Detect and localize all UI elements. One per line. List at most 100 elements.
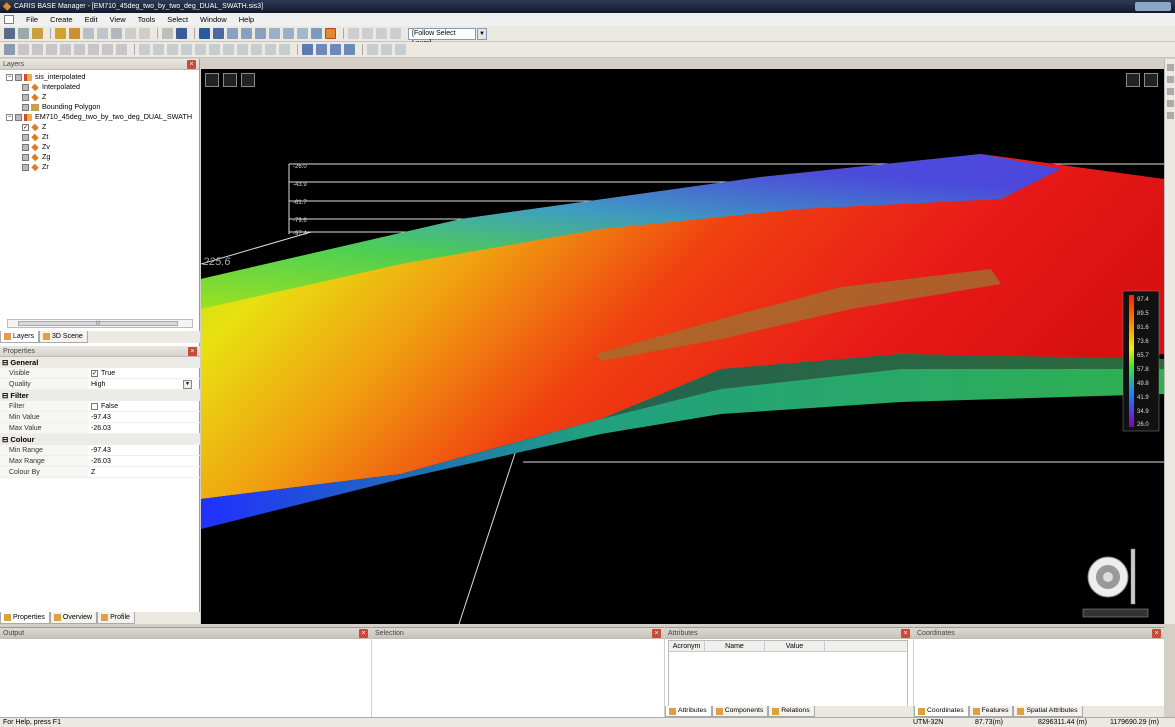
property-row[interactable]: Min Range -97.43 <box>0 445 200 456</box>
profile-icon[interactable] <box>223 44 234 55</box>
refresh-icon[interactable] <box>213 28 224 39</box>
tab-spatial-attributes[interactable]: Spatial Attributes <box>1013 706 1083 717</box>
zoom-out-icon[interactable] <box>255 28 266 39</box>
tab-overview[interactable]: Overview <box>49 612 98 624</box>
window-controls[interactable] <box>1135 2 1171 11</box>
forward-icon[interactable] <box>283 28 294 39</box>
layer-visibility-checkbox[interactable] <box>15 73 22 81</box>
layer-visibility-checkbox[interactable] <box>22 133 29 141</box>
menu-select[interactable]: Select <box>167 15 189 24</box>
scrollbar-thumb[interactable]: III <box>18 321 178 327</box>
difference-icon[interactable] <box>181 44 192 55</box>
properties-icon[interactable] <box>176 28 187 39</box>
tab-3d-scene[interactable]: 3D Scene <box>39 331 88 343</box>
tab-profile[interactable]: Profile <box>97 612 135 624</box>
info-icon[interactable] <box>367 44 378 55</box>
layer-tree-item[interactable]: Interpolated <box>0 82 200 92</box>
property-row[interactable]: Quality High ▼ <box>0 379 200 390</box>
bathymetry-surface[interactable]: -26.0 -43.9 -61.7 -79.6 -97.4 225.6 97.4… <box>201 69 1164 624</box>
column-header[interactable]: Value <box>765 641 825 651</box>
open-folder-icon[interactable] <box>55 28 66 39</box>
property-row[interactable]: Min Value -97.43 <box>0 412 200 423</box>
property-category[interactable]: ⊟ Colour <box>0 434 200 445</box>
north-arrow-icon[interactable] <box>1126 73 1140 87</box>
property-category[interactable]: ⊟ General <box>0 357 200 368</box>
search-icon[interactable] <box>395 44 406 55</box>
property-checkbox[interactable] <box>91 402 98 410</box>
menu-help[interactable]: Help <box>238 15 255 24</box>
tool-icon[interactable] <box>1167 100 1174 107</box>
zoom-in-icon[interactable] <box>241 28 252 39</box>
property-value[interactable]: -97.43 <box>88 412 200 422</box>
chart-icon[interactable] <box>344 44 355 55</box>
tab-attributes[interactable]: Attributes <box>665 706 712 717</box>
property-row[interactable]: Filter False <box>0 401 200 412</box>
add-folder-icon[interactable] <box>69 28 80 39</box>
pan-icon[interactable] <box>297 28 308 39</box>
property-value[interactable]: High <box>88 379 200 389</box>
redo-icon[interactable] <box>139 28 150 39</box>
close-icon[interactable]: × <box>1152 629 1161 638</box>
column-header[interactable]: Acronym <box>669 641 705 651</box>
pin-icon[interactable] <box>1167 64 1174 71</box>
tab-coordinates[interactable]: Coordinates <box>914 706 969 717</box>
tab-components[interactable]: Components <box>711 706 769 717</box>
tab-features[interactable]: Features <box>968 706 1014 717</box>
open-icon[interactable] <box>18 28 29 39</box>
layer-visibility-checkbox[interactable] <box>22 103 29 111</box>
layer-visibility-checkbox[interactable]: ✓ <box>22 123 29 131</box>
save-icon[interactable] <box>83 28 94 39</box>
edit-vertex-icon[interactable] <box>60 44 71 55</box>
tab-properties[interactable]: Properties <box>0 612 50 624</box>
layer-icon[interactable] <box>302 44 313 55</box>
table-icon[interactable] <box>316 44 327 55</box>
property-checkbox[interactable]: ✓ <box>91 369 98 377</box>
merge-icon[interactable] <box>116 44 127 55</box>
close-icon[interactable]: × <box>187 60 196 69</box>
draw-area-icon[interactable] <box>32 44 43 55</box>
layer-tree-item[interactable]: Zt <box>0 132 200 142</box>
cut-icon[interactable] <box>162 28 173 39</box>
move-icon[interactable] <box>74 44 85 55</box>
tab-layers[interactable]: Layers <box>0 331 40 343</box>
layer-visibility-checkbox[interactable] <box>22 93 29 101</box>
close-icon[interactable]: × <box>901 629 910 638</box>
new-icon[interactable] <box>4 28 15 39</box>
chevron-down-icon[interactable]: ▼ <box>477 27 487 40</box>
property-row[interactable]: Colour By Z <box>0 467 200 478</box>
export-icon[interactable] <box>279 44 290 55</box>
layer-visibility-checkbox[interactable] <box>22 153 29 161</box>
property-row[interactable]: Max Value -26.03 <box>0 423 200 434</box>
layer-tree-item[interactable]: − EM710_45deg_two_by_two_deg_DUAL_SWATH <box>0 112 200 122</box>
property-value[interactable]: Z <box>88 467 200 477</box>
expand-collapse-icon[interactable]: − <box>6 113 13 121</box>
layer-tree-item[interactable]: Z <box>0 92 200 102</box>
3d-scene-view[interactable]: -26.0 -43.9 -61.7 -79.6 -97.4 225.6 97.4… <box>201 69 1164 624</box>
perspective-icon[interactable] <box>223 73 237 87</box>
property-value[interactable]: -26.03 <box>88 456 200 466</box>
extent-icon[interactable] <box>311 28 322 39</box>
layer-visibility-checkbox[interactable] <box>22 163 29 171</box>
chevron-down-icon[interactable]: ▼ <box>183 380 192 389</box>
statistics-icon[interactable] <box>265 44 276 55</box>
undo-icon[interactable] <box>125 28 136 39</box>
layer-visibility-checkbox[interactable] <box>15 113 22 121</box>
tool-icon[interactable] <box>1167 76 1174 83</box>
property-value[interactable]: False <box>88 401 200 411</box>
back-icon[interactable] <box>269 28 280 39</box>
combine-icon[interactable] <box>167 44 178 55</box>
grid-icon[interactable] <box>139 44 150 55</box>
light-bulb-icon[interactable] <box>241 73 255 87</box>
list-icon[interactable] <box>330 44 341 55</box>
menu-create[interactable]: Create <box>50 15 73 24</box>
close-icon[interactable]: × <box>359 629 368 638</box>
close-icon[interactable]: × <box>652 629 661 638</box>
column-header[interactable]: Name <box>705 641 765 651</box>
menu-window[interactable]: Window <box>200 15 227 24</box>
tab-relations[interactable]: Relations <box>768 706 815 717</box>
layer-tree-item[interactable]: ✓ Z <box>0 122 200 132</box>
collapse-icon[interactable]: ⊟ <box>2 391 11 400</box>
property-value[interactable]: -97.43 <box>88 445 200 455</box>
query-icon[interactable] <box>362 28 373 39</box>
property-value[interactable]: ✓ True <box>88 368 200 378</box>
